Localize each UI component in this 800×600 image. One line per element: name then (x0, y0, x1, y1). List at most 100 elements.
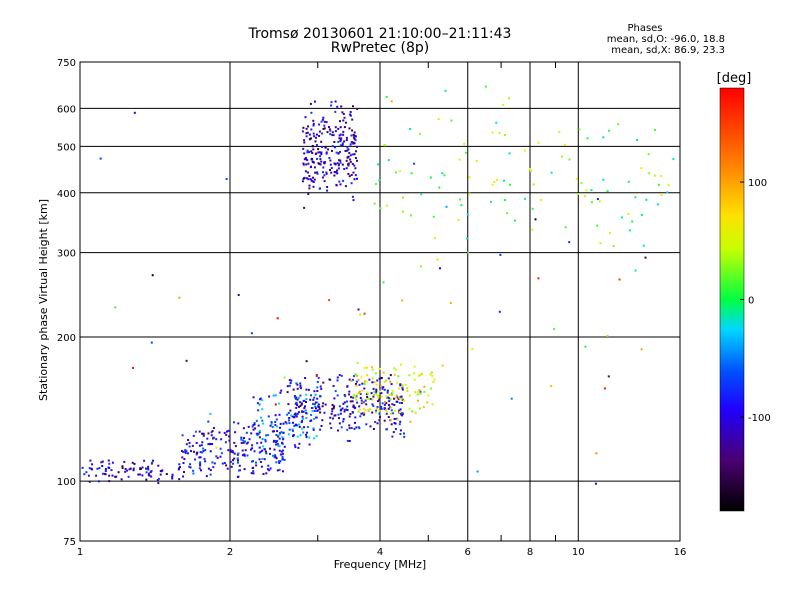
scatter-point (325, 152, 328, 155)
scatter-point (353, 427, 356, 430)
scatter-point (298, 423, 300, 426)
scatter-point (291, 415, 294, 418)
scatter-point (537, 277, 540, 280)
scatter-point (339, 126, 342, 129)
scatter-point (338, 422, 341, 425)
scatter-point (628, 229, 631, 232)
scatter-point (262, 422, 265, 425)
scatter-point (399, 396, 402, 399)
scatter-point (648, 172, 651, 175)
scatter-point (495, 178, 498, 181)
scatter-point (257, 432, 260, 435)
scatter-point (351, 378, 354, 381)
scatter-point (286, 391, 289, 394)
scatter-point (334, 162, 337, 165)
scatter-point (450, 119, 453, 122)
stats-x-mode: mean, sd,X: 86.9, 23.3 (611, 45, 725, 56)
scatter-point (273, 430, 275, 433)
scatter-point (242, 427, 245, 430)
scatter-point (381, 395, 383, 398)
scatter-point (431, 374, 434, 377)
scatter-point (532, 183, 535, 186)
scatter-point (377, 400, 379, 403)
x-tick-label: 4 (377, 547, 383, 558)
scatter-point (349, 413, 352, 415)
scatter-point (364, 399, 367, 402)
scatter-point (218, 431, 221, 434)
scatter-point (307, 388, 310, 391)
scatter-point (420, 193, 423, 196)
scatter-point (270, 422, 273, 425)
scatter-point (358, 405, 361, 408)
scatter-point (304, 409, 307, 412)
scatter-point (387, 377, 390, 380)
scatter-point (317, 162, 320, 165)
scatter-point (376, 406, 379, 408)
scatter-point (300, 387, 302, 390)
scatter-point (418, 407, 421, 410)
grid-lines (80, 62, 680, 541)
scatter-point (321, 118, 324, 121)
scatter-point (315, 416, 317, 419)
scatter-point (314, 166, 316, 169)
scatter-point (654, 174, 657, 177)
scatter-point (230, 465, 233, 468)
scatter-point (250, 472, 253, 475)
scatter-point (305, 360, 308, 363)
scatter-point (81, 466, 84, 469)
scatter-point (466, 213, 469, 216)
scatter-point (383, 381, 386, 383)
scatter-point (647, 153, 650, 156)
scatter-point (389, 380, 392, 383)
scatter-point (356, 145, 358, 148)
scatter-point (260, 441, 263, 444)
scatter-point (598, 200, 601, 203)
scatter-point (303, 407, 306, 410)
scatter-point (387, 407, 390, 410)
scatter-point (275, 461, 278, 464)
scatter-point (107, 459, 110, 462)
scatter-point (336, 172, 339, 175)
scatter-point (350, 134, 353, 137)
scatter-point (201, 441, 204, 444)
scatter-point (322, 128, 325, 130)
scatter-point (111, 461, 114, 464)
scatter-point (150, 475, 153, 478)
scatter-point (324, 146, 327, 149)
scatter-point (304, 377, 307, 379)
scatter-point (316, 172, 319, 175)
scatter-point (306, 431, 308, 434)
scatter-point (341, 163, 344, 166)
scatter-point (296, 383, 299, 386)
scatter-point (261, 419, 264, 422)
scatter-point (319, 385, 322, 388)
scatter-point (436, 258, 439, 261)
scatter-point (188, 441, 191, 444)
scatter-point (431, 403, 434, 406)
scatter-point (385, 204, 388, 207)
scatter-point (416, 393, 419, 396)
scatter-point (294, 424, 297, 426)
scatter-point (141, 466, 144, 469)
scatter-point (233, 441, 236, 444)
scatter-point (317, 403, 320, 406)
scatter-point (271, 430, 274, 433)
scatter-point (348, 415, 351, 418)
scatter-point (374, 372, 377, 375)
scatter-point (299, 394, 302, 397)
scatter-point (310, 394, 312, 397)
scatter-point (634, 196, 637, 199)
scatter-point (634, 269, 637, 272)
scatter-point (306, 151, 309, 154)
scatter-point (353, 375, 356, 378)
scatter-point (303, 152, 306, 155)
scatter-point (417, 390, 420, 393)
scatter-point (315, 375, 318, 377)
scatter-point (359, 415, 362, 418)
scatter-point (362, 413, 365, 416)
scatter-point (269, 424, 272, 427)
scatter-point (316, 397, 319, 400)
scatter-point (232, 451, 235, 454)
scatter-point (568, 158, 571, 161)
scatter-point (464, 151, 467, 154)
